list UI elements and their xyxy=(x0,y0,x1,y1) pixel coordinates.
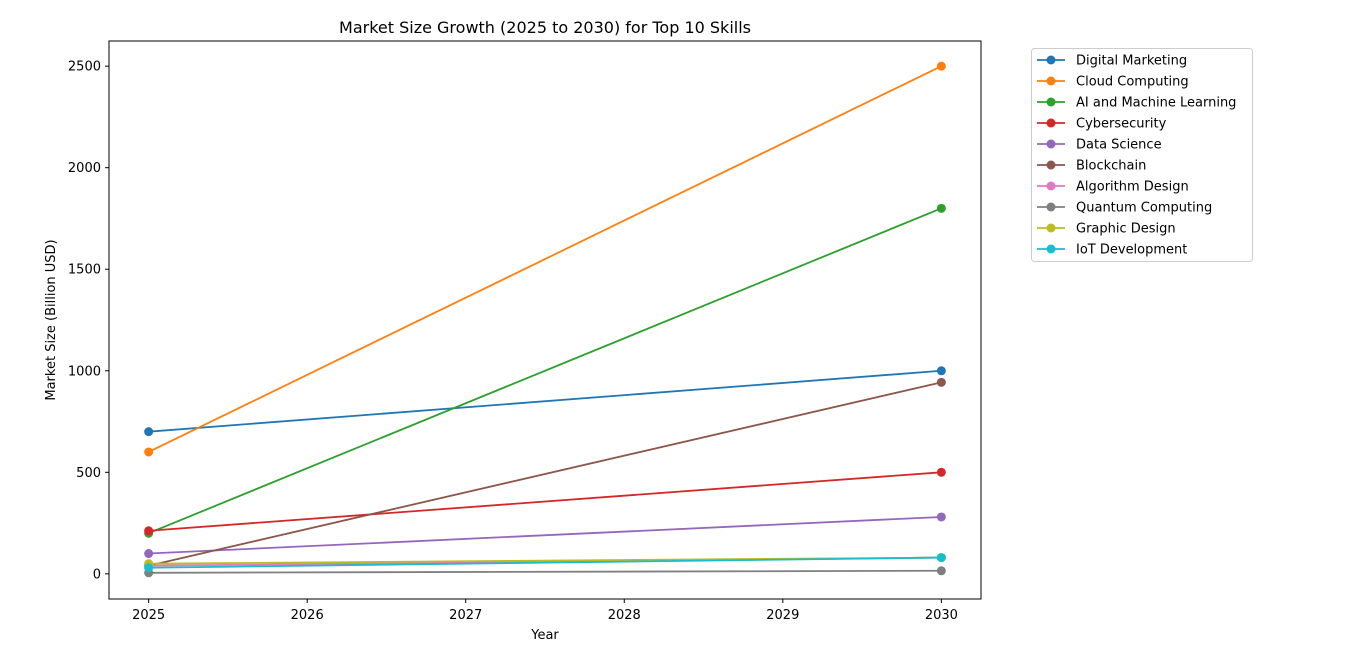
legend-swatch-marker xyxy=(1046,244,1056,254)
data-point xyxy=(936,203,946,213)
chart-title: Market Size Growth (2025 to 2030) for To… xyxy=(339,18,751,37)
legend-item: Data Science xyxy=(1037,138,1162,153)
y-axis: 0 500 1000 1500 2000 2500 xyxy=(68,60,109,582)
legend-item: Cloud Computing xyxy=(1037,75,1189,90)
y-tick-label: 2500 xyxy=(68,60,101,75)
x-tick-label: 2029 xyxy=(766,608,799,623)
legend-label: Cybersecurity xyxy=(1076,117,1167,132)
legend-swatch-marker xyxy=(1046,55,1056,65)
legend-item: Blockchain xyxy=(1037,159,1146,174)
legend-swatch-marker xyxy=(1046,97,1056,107)
series-line xyxy=(148,369,942,433)
series-digital-marketing xyxy=(144,366,946,437)
legend-item: Digital Marketing xyxy=(1037,54,1187,69)
plot-area xyxy=(144,61,946,578)
legend-swatch-marker xyxy=(1046,160,1056,170)
legend-label: AI and Machine Learning xyxy=(1076,96,1236,111)
legend-label: Digital Marketing xyxy=(1076,54,1187,69)
legend-item: IoT Development xyxy=(1037,243,1187,258)
plot-frame xyxy=(108,40,982,600)
series-cloud-computing xyxy=(144,61,946,457)
series-data-science xyxy=(144,512,946,559)
data-point xyxy=(144,563,154,573)
data-point xyxy=(144,526,154,536)
data-point xyxy=(936,566,946,576)
series-line xyxy=(148,516,942,555)
legend-swatch-marker xyxy=(1046,202,1056,212)
data-point xyxy=(936,377,946,387)
legend-label: Quantum Computing xyxy=(1076,201,1212,216)
y-axis-label: Market Size (Billion USD) xyxy=(44,239,59,400)
data-point xyxy=(936,512,946,522)
legend-swatch-marker xyxy=(1046,118,1056,128)
data-point xyxy=(144,447,154,457)
data-point xyxy=(936,467,946,477)
x-axis: 2025 2026 2027 2028 2029 2030 xyxy=(132,599,958,623)
series-line xyxy=(148,207,942,535)
y-tick-label: 0 xyxy=(93,567,101,582)
legend-item: Quantum Computing xyxy=(1037,201,1212,216)
legend-swatch-marker xyxy=(1046,181,1056,191)
series-line xyxy=(148,569,942,574)
x-tick-label: 2030 xyxy=(925,608,958,623)
legend-label: Data Science xyxy=(1076,138,1162,153)
legend: Digital Marketing Cloud Computing AI and M… xyxy=(1031,48,1253,262)
series-line xyxy=(148,556,942,569)
y-tick-label: 500 xyxy=(76,466,101,481)
y-tick-label: 2000 xyxy=(68,161,101,176)
x-tick-label: 2026 xyxy=(291,608,324,623)
legend-swatch-marker xyxy=(1046,139,1056,149)
data-point xyxy=(144,427,154,437)
legend-label: Graphic Design xyxy=(1076,222,1176,237)
y-tick-label: 1000 xyxy=(68,364,101,379)
legend-swatch-marker xyxy=(1046,223,1056,233)
x-axis-label: Year xyxy=(530,628,559,643)
legend-label: Cloud Computing xyxy=(1076,75,1189,90)
legend-item: AI and Machine Learning xyxy=(1037,96,1236,111)
legend-frame xyxy=(1031,48,1253,262)
x-tick-label: 2028 xyxy=(608,608,641,623)
legend-item: Graphic Design xyxy=(1037,222,1176,237)
data-point xyxy=(144,549,154,559)
series-line xyxy=(148,471,942,532)
x-tick-label: 2027 xyxy=(449,608,482,623)
data-point xyxy=(936,366,946,376)
y-tick-label: 1500 xyxy=(68,263,101,278)
x-tick-label: 2025 xyxy=(132,608,165,623)
series-line xyxy=(148,65,942,453)
legend-swatch-marker xyxy=(1046,76,1056,86)
legend-label: IoT Development xyxy=(1076,243,1187,258)
series-cybersecurity xyxy=(144,467,946,536)
legend-label: Blockchain xyxy=(1076,159,1146,174)
legend-item: Cybersecurity xyxy=(1037,117,1167,132)
series-line xyxy=(148,381,942,567)
series-iot-development xyxy=(144,553,946,573)
data-point xyxy=(936,61,946,71)
data-point xyxy=(936,553,946,563)
legend-item: Algorithm Design xyxy=(1037,180,1189,195)
legend-label: Algorithm Design xyxy=(1076,180,1189,195)
